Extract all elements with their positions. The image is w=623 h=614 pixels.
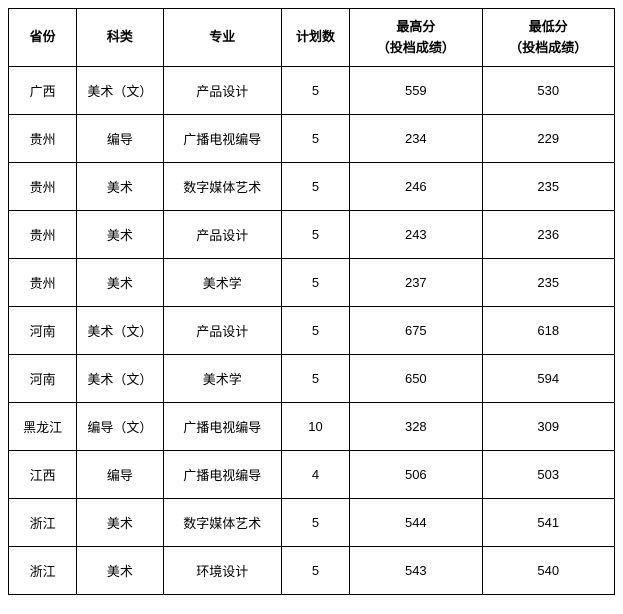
- table-cell: 广播电视编导: [163, 403, 281, 451]
- table-cell: 黑龙江: [9, 403, 77, 451]
- table-cell: 540: [482, 547, 614, 595]
- table-cell: 美术: [77, 163, 163, 211]
- table-cell: 产品设计: [163, 211, 281, 259]
- table-row: 浙江美术环境设计5543540: [9, 547, 615, 595]
- table-row: 河南美术（文）美术学5650594: [9, 355, 615, 403]
- table-cell: 5: [281, 499, 349, 547]
- table-cell: 5: [281, 259, 349, 307]
- table-row: 浙江美术数字媒体艺术5544541: [9, 499, 615, 547]
- table-cell: 235: [482, 163, 614, 211]
- table-cell: 234: [350, 115, 482, 163]
- table-cell: 235: [482, 259, 614, 307]
- table-cell: 编导: [77, 115, 163, 163]
- table-cell: 675: [350, 307, 482, 355]
- table-cell: 河南: [9, 355, 77, 403]
- table-cell: 环境设计: [163, 547, 281, 595]
- table-cell: 美术（文）: [77, 307, 163, 355]
- table-row: 黑龙江编导（文）广播电视编导10328309: [9, 403, 615, 451]
- table-cell: 559: [350, 67, 482, 115]
- table-cell: 贵州: [9, 259, 77, 307]
- table-cell: 编导（文）: [77, 403, 163, 451]
- table-cell: 650: [350, 355, 482, 403]
- table-cell: 229: [482, 115, 614, 163]
- table-cell: 产品设计: [163, 67, 281, 115]
- table-cell: 544: [350, 499, 482, 547]
- table-cell: 美术: [77, 259, 163, 307]
- table-cell: 5: [281, 307, 349, 355]
- low-label-line1: 最低分（投档成绩）: [509, 19, 587, 55]
- table-cell: 美术: [77, 211, 163, 259]
- admission-score-table: 省份 科类 专业 计划数 最高分（投档成绩） 最低分（投档成绩） 广西美术（文）…: [8, 8, 615, 595]
- table-cell: 243: [350, 211, 482, 259]
- table-cell: 贵州: [9, 211, 77, 259]
- table-cell: 贵州: [9, 163, 77, 211]
- table-row: 贵州美术产品设计5243236: [9, 211, 615, 259]
- table-body: 广西美术（文）产品设计5559530贵州编导广播电视编导5234229贵州美术数…: [9, 67, 615, 595]
- table-cell: 美术学: [163, 259, 281, 307]
- table-cell: 编导: [77, 451, 163, 499]
- table-cell: 309: [482, 403, 614, 451]
- table-row: 贵州美术美术学5237235: [9, 259, 615, 307]
- table-row: 河南美术（文）产品设计5675618: [9, 307, 615, 355]
- table-header: 省份 科类 专业 计划数 最高分（投档成绩） 最低分（投档成绩）: [9, 9, 615, 67]
- table-cell: 4: [281, 451, 349, 499]
- table-cell: 246: [350, 163, 482, 211]
- table-cell: 广播电视编导: [163, 451, 281, 499]
- high-label-line1: 最高分（投档成绩）: [377, 19, 455, 55]
- table-cell: 美术: [77, 499, 163, 547]
- table-cell: 237: [350, 259, 482, 307]
- table-cell: 530: [482, 67, 614, 115]
- table-row: 江西编导广播电视编导4506503: [9, 451, 615, 499]
- table-cell: 236: [482, 211, 614, 259]
- table-cell: 5: [281, 211, 349, 259]
- table-row: 广西美术（文）产品设计5559530: [9, 67, 615, 115]
- table-cell: 数字媒体艺术: [163, 499, 281, 547]
- table-cell: 河南: [9, 307, 77, 355]
- table-cell: 5: [281, 355, 349, 403]
- table-cell: 浙江: [9, 499, 77, 547]
- table-cell: 594: [482, 355, 614, 403]
- col-header-province: 省份: [9, 9, 77, 67]
- header-row: 省份 科类 专业 计划数 最高分（投档成绩） 最低分（投档成绩）: [9, 9, 615, 67]
- table-cell: 江西: [9, 451, 77, 499]
- table-cell: 543: [350, 547, 482, 595]
- table-cell: 5: [281, 163, 349, 211]
- table-cell: 10: [281, 403, 349, 451]
- table-cell: 美术（文）: [77, 355, 163, 403]
- table-cell: 广播电视编导: [163, 115, 281, 163]
- table-cell: 数字媒体艺术: [163, 163, 281, 211]
- table-cell: 503: [482, 451, 614, 499]
- table-row: 贵州美术数字媒体艺术5246235: [9, 163, 615, 211]
- table-cell: 美术学: [163, 355, 281, 403]
- table-row: 贵州编导广播电视编导5234229: [9, 115, 615, 163]
- col-header-category: 科类: [77, 9, 163, 67]
- table-cell: 美术: [77, 547, 163, 595]
- table-cell: 贵州: [9, 115, 77, 163]
- table-cell: 5: [281, 547, 349, 595]
- col-header-low: 最低分（投档成绩）: [482, 9, 614, 67]
- table-cell: 5: [281, 67, 349, 115]
- col-header-high: 最高分（投档成绩）: [350, 9, 482, 67]
- table-cell: 328: [350, 403, 482, 451]
- table-cell: 浙江: [9, 547, 77, 595]
- table-cell: 广西: [9, 67, 77, 115]
- table-cell: 产品设计: [163, 307, 281, 355]
- table-cell: 541: [482, 499, 614, 547]
- col-header-plan: 计划数: [281, 9, 349, 67]
- table-cell: 美术（文）: [77, 67, 163, 115]
- table-cell: 5: [281, 115, 349, 163]
- table-cell: 506: [350, 451, 482, 499]
- col-header-major: 专业: [163, 9, 281, 67]
- table-cell: 618: [482, 307, 614, 355]
